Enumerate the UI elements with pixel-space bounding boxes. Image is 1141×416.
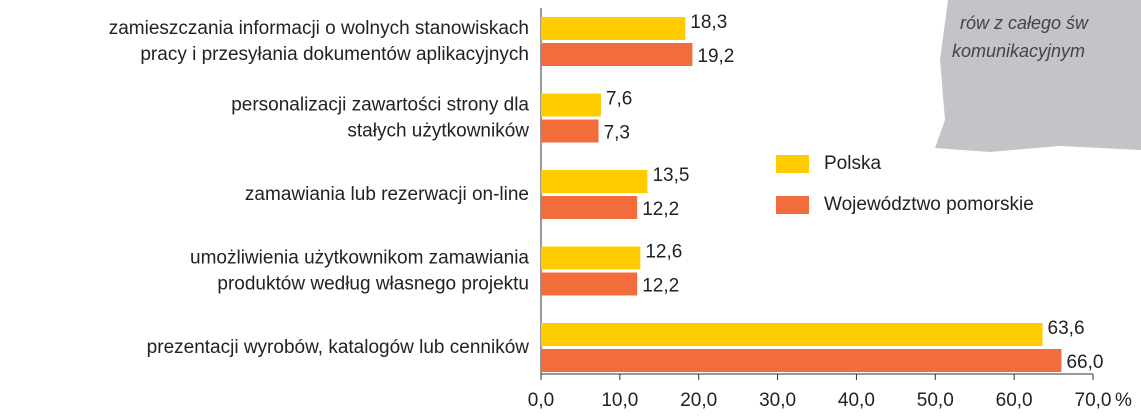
bar: [541, 273, 637, 296]
note-line: komunikacyjnym: [952, 41, 1085, 61]
value-label: 7,6: [606, 89, 632, 110]
value-label: 7,3: [604, 123, 630, 144]
value-label: 13,5: [652, 165, 689, 186]
value-label: 66,0: [1066, 352, 1103, 373]
legend-label: Polska: [824, 153, 881, 174]
y-tick-label: umożliwienia użytkownikom zamawiania: [190, 248, 529, 269]
y-tick-label: pracy i przesyłania dokumentów aplikacyj…: [140, 44, 529, 65]
y-tick-label: prezentacji wyrobów, katalogów lub cenni…: [147, 337, 530, 358]
bar: [541, 323, 1043, 346]
x-tick-label: 0,0: [528, 390, 554, 411]
y-tick-label: produktów według własnego projektu: [217, 274, 529, 295]
x-tick-label: 40,0: [838, 390, 875, 411]
x-axis-label: %: [1115, 390, 1132, 411]
x-tick-label: 60,0: [996, 390, 1033, 411]
bar: [541, 43, 692, 66]
x-tick-label: 30,0: [759, 390, 796, 411]
note-line: rów z całego św: [960, 13, 1089, 33]
y-tick-label: zamawiania lub rezerwacji on-line: [245, 184, 529, 205]
y-tick-label: stałych użytkowników: [347, 121, 529, 142]
legend-swatch: [776, 196, 809, 214]
bar: [541, 120, 599, 143]
bar: [541, 247, 640, 270]
x-tick-label: 50,0: [917, 390, 954, 411]
value-label: 12,6: [645, 242, 682, 263]
y-tick-label: zamieszczania informacji o wolnych stano…: [109, 18, 529, 39]
bar: [541, 196, 637, 219]
value-label: 19,2: [697, 46, 734, 67]
bar: [541, 17, 685, 40]
value-label: 63,6: [1048, 318, 1085, 339]
value-label: 12,2: [642, 199, 679, 220]
bar: [541, 349, 1061, 372]
value-label: 18,3: [690, 12, 727, 33]
bar: [541, 170, 647, 193]
x-tick-label: 10,0: [601, 390, 638, 411]
x-tick-label: 20,0: [680, 390, 717, 411]
legend-swatch: [776, 155, 809, 173]
x-tick-label: 70,0: [1075, 390, 1112, 411]
y-tick-label: personalizacji zawartości strony dla: [231, 95, 529, 116]
chart: rów z całego św komunikacyjnym 0,0 10,0 20…: [0, 0, 1141, 416]
value-label: 12,2: [642, 276, 679, 297]
bar: [541, 94, 601, 117]
legend-label: Województwo pomorskie: [824, 194, 1034, 215]
